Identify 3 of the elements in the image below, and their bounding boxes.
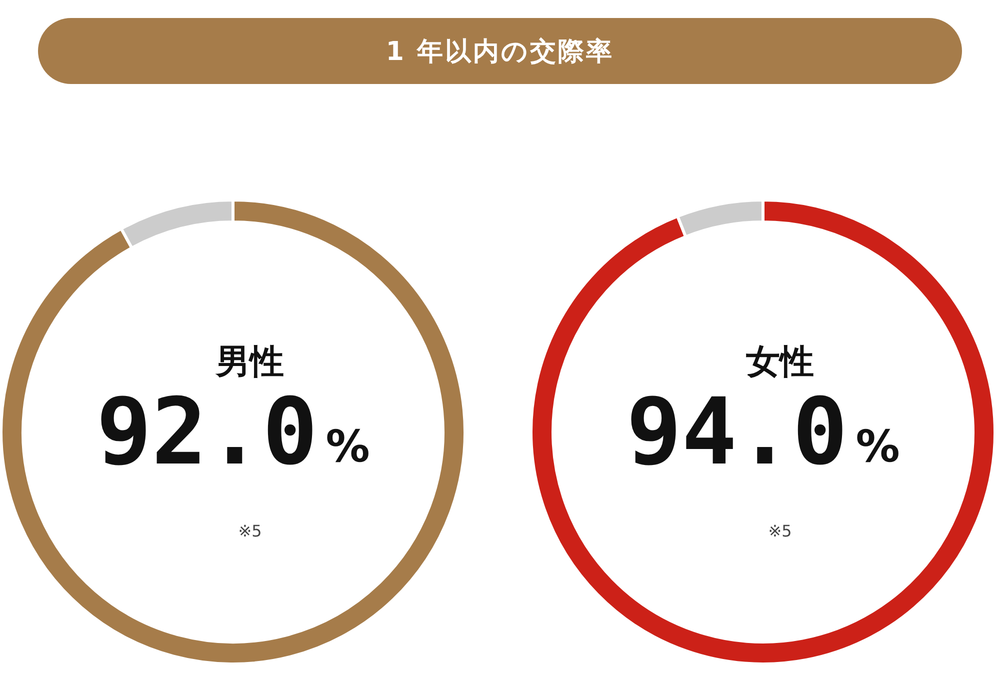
text: ※5: [768, 522, 792, 540]
chart-title: 1 年以内の交際率: [38, 18, 962, 84]
text: ※5: [238, 522, 262, 540]
